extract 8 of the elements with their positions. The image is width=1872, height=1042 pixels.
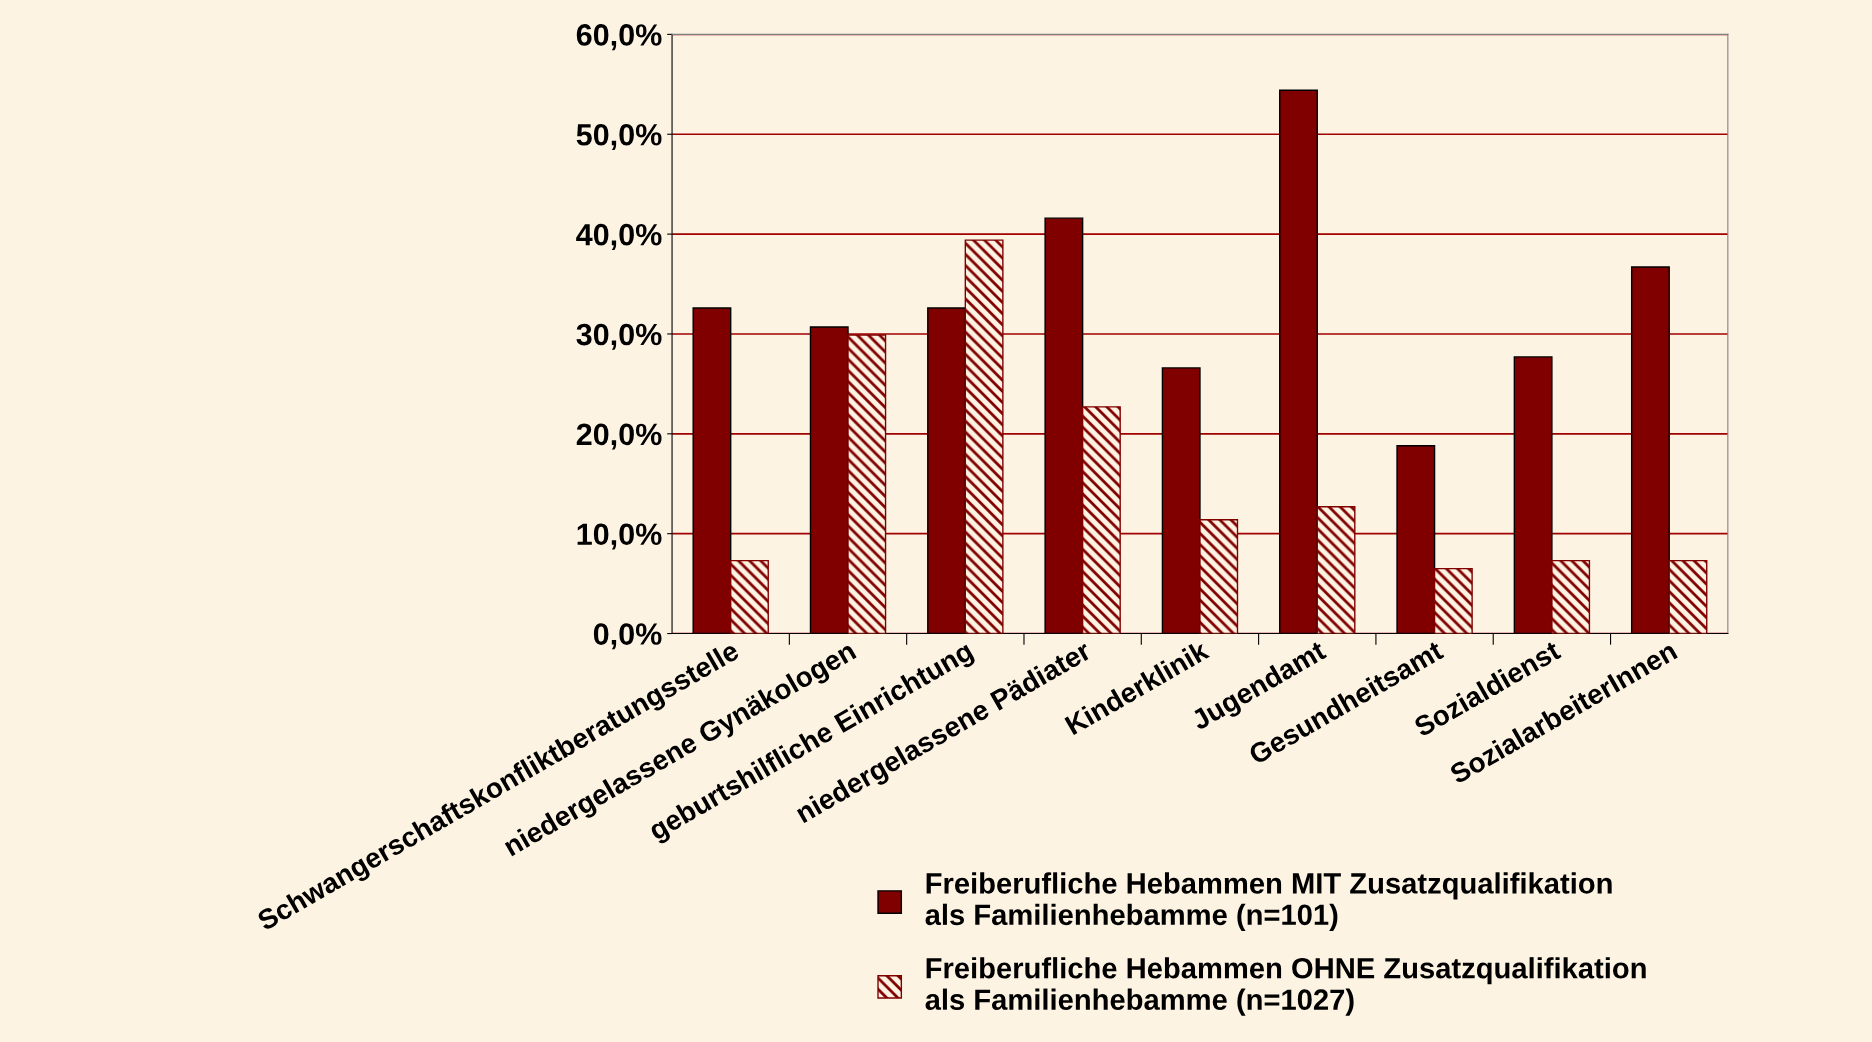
legend-label: Freiberufliche Hebammen MIT Zusatzqualifikation als Familienhebamme (n=101) <box>925 872 1612 931</box>
y-tick-label: 40,0% <box>576 223 662 250</box>
y-tick-label: 30,0% <box>576 323 662 350</box>
y-tick-label: 20,0% <box>576 423 662 450</box>
y-tick-label: 10,0% <box>577 523 662 550</box>
y-tick-label: 50,0% <box>576 123 662 151</box>
legend-label: Freiberufliche Hebammen OHNE Zusatzqualifikation als Familienhebamme (n=1027) <box>925 957 1646 1016</box>
y-tick-label: 60,0% <box>576 24 662 51</box>
